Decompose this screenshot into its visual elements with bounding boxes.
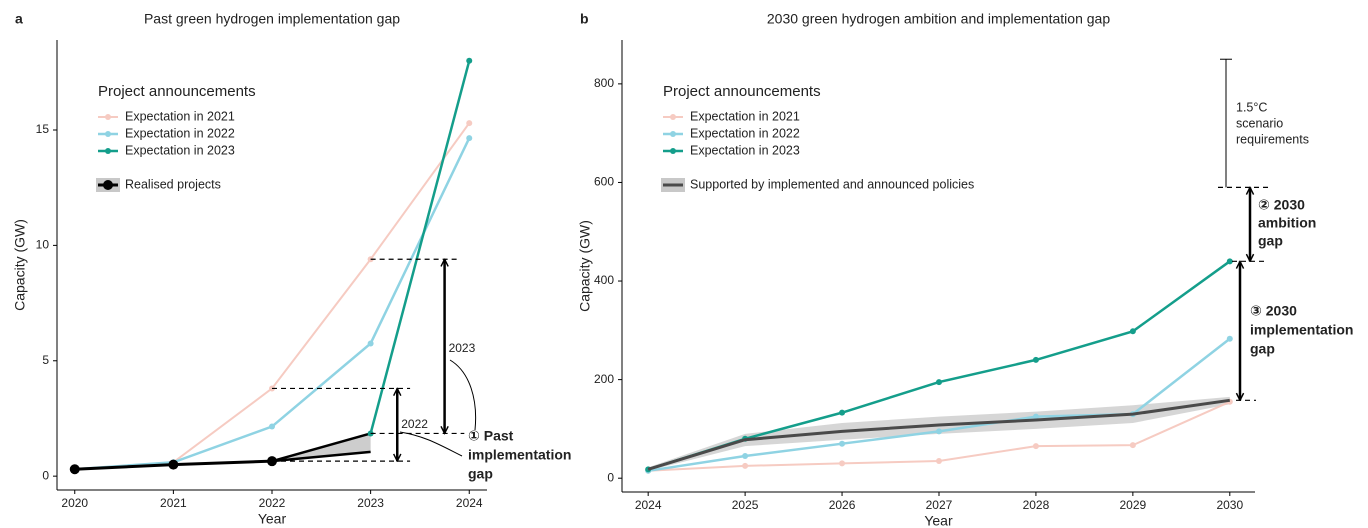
y-tick-label: 0: [42, 468, 49, 482]
point: [1129, 328, 1136, 335]
x-tick-label: 2024: [456, 496, 483, 510]
point: [168, 459, 179, 470]
legend-label: Realised projects: [125, 177, 221, 191]
annotation: ③ 2030: [1250, 303, 1297, 319]
x-tick-label: 2025: [732, 498, 759, 512]
point: [839, 440, 846, 447]
x-tick-label: 2022: [259, 496, 286, 510]
legend-label: Expectation in 2022: [690, 126, 800, 140]
y-tick-label: 600: [594, 175, 614, 189]
x-tick-label: 2027: [926, 498, 953, 512]
point: [1032, 356, 1039, 363]
annotation: gap: [1258, 233, 1283, 249]
x-tick-label: 2024: [635, 498, 662, 512]
band-edge: [271, 450, 371, 463]
legend-label: Expectation in 2023: [125, 143, 235, 157]
connector: [399, 431, 463, 457]
legend-dot: [105, 131, 111, 137]
x-tick-label: 2026: [829, 498, 856, 512]
y-tick-label: 800: [594, 76, 614, 90]
annotation: 2022: [401, 417, 428, 431]
y-tick-label: 10: [36, 238, 50, 252]
legend-dot: [103, 180, 113, 190]
legend-dot: [670, 131, 676, 137]
point: [935, 428, 942, 435]
connector: [449, 359, 477, 431]
point: [935, 379, 942, 386]
point: [269, 423, 275, 430]
legend-title: Project announcements: [98, 83, 256, 100]
y-axis-label: Capacity (GW): [577, 220, 593, 312]
band-edge: [271, 432, 371, 463]
annotation: implementation: [1250, 322, 1353, 338]
legend-dot: [670, 148, 676, 154]
point: [466, 57, 473, 64]
annotation: requirements: [1236, 132, 1309, 146]
annotation: implementation: [468, 447, 571, 463]
point: [1129, 442, 1136, 449]
annotation: ① Past: [468, 428, 514, 444]
point: [466, 135, 473, 142]
point: [367, 340, 374, 347]
point: [742, 462, 749, 469]
annotation: 2023: [449, 341, 476, 355]
x-tick-label: 2021: [160, 496, 187, 510]
annotation: scenario: [1236, 116, 1283, 130]
legend-label: Expectation in 2022: [125, 126, 235, 140]
point: [69, 464, 80, 475]
x-tick-label: 2028: [1023, 498, 1050, 512]
x-axis-label: Year: [258, 511, 287, 527]
legend-label: Expectation in 2023: [690, 143, 800, 157]
x-tick-label: 2030: [1216, 498, 1243, 512]
annotation: ambition: [1258, 215, 1316, 231]
point: [742, 453, 749, 460]
point: [466, 120, 473, 127]
annotation: gap: [1250, 341, 1275, 357]
point: [839, 409, 846, 416]
x-tick-label: 2023: [357, 496, 384, 510]
legend-label: Expectation in 2021: [125, 109, 235, 123]
y-tick-label: 400: [594, 273, 614, 287]
y-tick-label: 15: [36, 122, 50, 136]
legend-title: Project announcements: [663, 83, 821, 100]
x-tick-label: 2020: [61, 496, 88, 510]
legend-label: Supported by implemented and announced p…: [690, 177, 974, 191]
y-tick-label: 0: [607, 470, 614, 484]
series-line: [647, 398, 1231, 471]
chart-title: Past green hydrogen implementation gap: [144, 11, 400, 27]
annotation: ② 2030: [1258, 197, 1305, 213]
point: [1032, 413, 1039, 420]
series-line: [369, 60, 471, 434]
y-axis-label: Capacity (GW): [12, 219, 28, 311]
legend-dot: [670, 114, 676, 120]
point: [1226, 335, 1233, 342]
point: [935, 457, 942, 464]
annotation: 1.5°C: [1236, 100, 1267, 114]
y-tick-label: 200: [594, 372, 614, 386]
point: [839, 460, 846, 467]
annotation: gap: [468, 466, 493, 482]
y-tick-label: 5: [42, 353, 49, 367]
x-axis-label: Year: [924, 513, 953, 528]
chart-title: 2030 green hydrogen ambition and impleme…: [767, 11, 1110, 27]
panel-label: b: [580, 11, 589, 27]
legend-dot: [105, 114, 111, 120]
x-tick-label: 2029: [1120, 498, 1147, 512]
legend-label: Expectation in 2021: [690, 109, 800, 123]
point: [1226, 258, 1233, 265]
panel-label: a: [15, 11, 23, 27]
legend-dot: [105, 148, 111, 154]
point: [1032, 443, 1039, 450]
